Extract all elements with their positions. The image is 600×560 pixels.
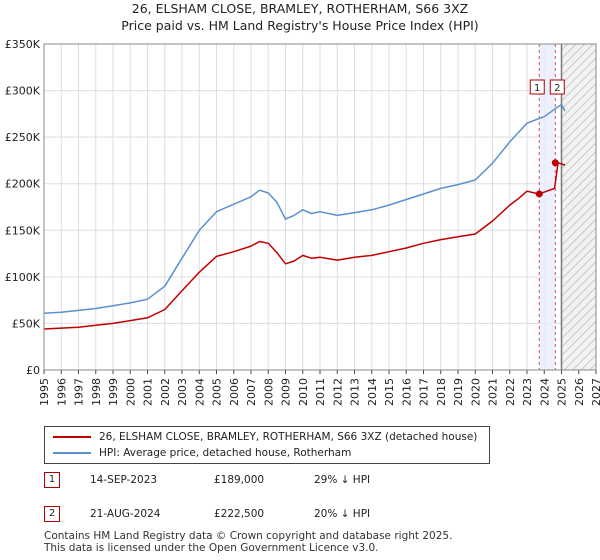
- legend-label-hpi: HPI: Average price, detached house, Roth…: [99, 447, 352, 459]
- chart-title-line-1: 26, ELSHAM CLOSE, BRAMLEY, ROTHERHAM, S6…: [131, 1, 469, 16]
- sale-date: 14-SEP-2023: [90, 474, 158, 486]
- x-tick-label: 2001: [142, 378, 155, 406]
- y-tick-label: £150K: [5, 224, 41, 237]
- sale-hpi-diff: 29% ↓ HPI: [314, 474, 371, 486]
- sale-date: 21-AUG-2024: [90, 508, 161, 520]
- sale-row: 2 21-AUG-2024 £222,500 20% ↓ HPI: [44, 506, 564, 524]
- x-tick-label: 2008: [262, 378, 275, 406]
- y-tick-label: £50K: [12, 317, 41, 330]
- x-tick-label: 2006: [228, 378, 241, 406]
- x-tick-label: 1999: [107, 378, 120, 406]
- series-line-hpi: [43, 103, 566, 314]
- x-tick-label: 2019: [452, 378, 465, 406]
- legend: 26, ELSHAM CLOSE, BRAMLEY, ROTHERHAM, S6…: [44, 426, 490, 464]
- sale-number-badge: 1: [44, 472, 60, 488]
- legend-item-hpi: HPI: Average price, detached house, Roth…: [53, 445, 351, 461]
- x-tick-label: 2016: [400, 378, 413, 406]
- x-tick-label: 2018: [435, 378, 448, 406]
- axes: £0 £50K £100K £150K £200K £250K £300K £350K 1995…: [5, 38, 600, 406]
- sale-price: £222,500: [214, 508, 265, 520]
- chart-title: 26, ELSHAM CLOSE, BRAMLEY, ROTHERHAM, S6…: [0, 0, 600, 34]
- x-tick-label: 2012: [331, 378, 344, 406]
- x-tick-label: 2023: [521, 378, 534, 406]
- sale-label-box: [529, 79, 545, 95]
- y-tick-label: £100K: [5, 271, 41, 284]
- x-tick-label: 2011: [314, 378, 327, 406]
- sale-row: 1 14-SEP-2023 £189,000 29% ↓ HPI: [44, 472, 564, 490]
- x-tick-label: 2025: [556, 378, 569, 406]
- grid: [43, 43, 597, 371]
- sale-number-badge: 2: [44, 506, 60, 522]
- y-tick-label: £350K: [5, 38, 41, 51]
- x-tick-label: 2010: [297, 378, 310, 406]
- footer-copyright: Contains HM Land Registry data © Crown c…: [44, 530, 453, 542]
- sale-label-number: 2: [554, 83, 560, 94]
- sale-hpi-diff: 20% ↓ HPI: [314, 508, 371, 520]
- x-tick-label: 2009: [280, 378, 293, 406]
- series-line-property: [43, 162, 566, 330]
- sale-point: [535, 190, 543, 198]
- y-tick-label: £300K: [5, 85, 41, 98]
- forecast-region: [538, 44, 596, 370]
- x-tick-label: 2027: [590, 378, 600, 406]
- x-tick-label: 2024: [538, 378, 551, 406]
- sale-label-number: 1: [534, 83, 540, 94]
- x-tick-label: 2013: [349, 378, 362, 406]
- x-tick-label: 2002: [159, 378, 172, 406]
- legend-swatch-hpi: [53, 452, 91, 454]
- x-tick-label: 2021: [487, 378, 500, 406]
- x-tick-label: 2022: [504, 378, 517, 406]
- x-tick-label: 2004: [193, 378, 206, 406]
- forecast-hatch: [561, 44, 596, 370]
- legend-item-property: 26, ELSHAM CLOSE, BRAMLEY, ROTHERHAM, S6…: [53, 429, 477, 445]
- y-tick-label: £250K: [5, 131, 41, 144]
- chart-title-line-2: Price paid vs. HM Land Registry's House …: [121, 18, 479, 33]
- legend-label-property: 26, ELSHAM CLOSE, BRAMLEY, ROTHERHAM, S6…: [99, 431, 478, 443]
- y-tick-label: £0: [26, 364, 40, 377]
- x-tick-label: 2015: [383, 378, 396, 406]
- sale-point: [551, 159, 559, 167]
- x-tick-label: 2005: [211, 378, 224, 406]
- x-tick-label: 2020: [469, 378, 482, 406]
- plot-border: [43, 43, 597, 371]
- x-tick-label: 1996: [55, 378, 68, 406]
- sale-price: £189,000: [214, 474, 265, 486]
- y-tick-label: £200K: [5, 178, 41, 191]
- footer-licence: This data is licensed under the Open Gov…: [44, 542, 379, 554]
- x-tick-label: 1997: [73, 378, 86, 406]
- x-tick-label: 1995: [38, 378, 51, 406]
- x-tick-label: 2007: [245, 378, 258, 406]
- x-tick-label: 1998: [90, 378, 103, 406]
- x-tick-label: 2026: [573, 378, 586, 406]
- footer: Contains HM Land Registry data © Crown c…: [44, 530, 452, 554]
- series-lines: [43, 103, 566, 330]
- x-tick-label: 2017: [418, 378, 431, 406]
- sale-label-box: [549, 79, 565, 95]
- sale-period-band: [539, 44, 556, 370]
- legend-swatch-property: [53, 436, 91, 438]
- x-tick-label: 2014: [366, 378, 379, 406]
- x-tick-label: 2003: [176, 378, 189, 406]
- x-tick-label: 2000: [124, 378, 137, 406]
